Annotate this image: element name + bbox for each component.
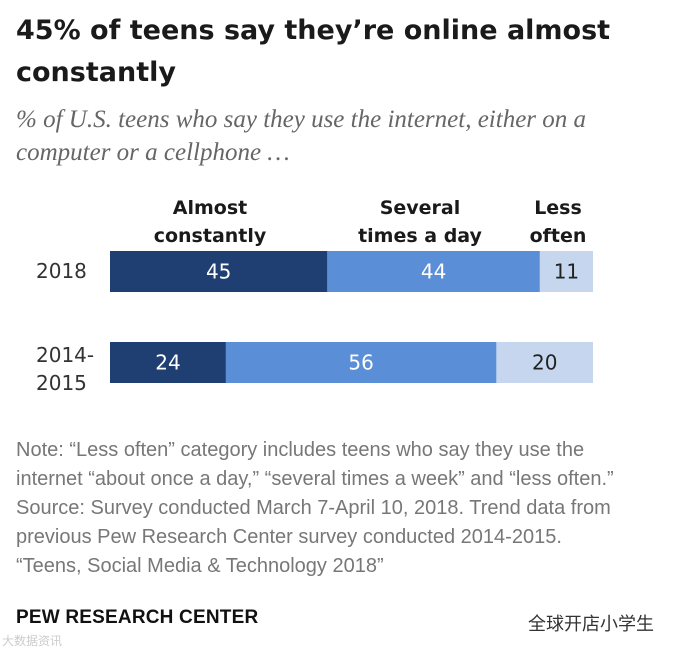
label-2014-2015-almost-constantly: 24 (155, 351, 180, 375)
legend-several-times-line2: times a day (358, 225, 482, 247)
label-2018-less-often: 11 (554, 260, 579, 284)
row-label-2018: 2018 (36, 257, 87, 285)
label-2014-2015-less-often: 20 (532, 351, 557, 375)
row-label-2014-2015-line1: 2014- (36, 343, 95, 367)
label-2014-2015-several-times: 56 (348, 351, 373, 375)
row-label-2014-2015-line2: 2015 (36, 371, 87, 395)
legend-less-often: Less often (522, 194, 594, 250)
bar-2014-2015-several-times (225, 342, 497, 383)
note-text: Note: “Less often” category includes tee… (16, 439, 614, 490)
legend-less-often-line1: Less (534, 197, 582, 219)
chart-title: 45% of teens say they’re online almost c… (16, 15, 611, 88)
source-text: Source: Survey conducted March 7-April 1… (16, 497, 611, 548)
legend-almost-constantly: Almost constantly (130, 194, 290, 250)
legend-less-often-line2: often (529, 225, 587, 247)
bar-2014-2015-almost-constantly (110, 342, 226, 383)
row-label-2014-2015: 2014- 2015 (36, 341, 94, 397)
label-2018-several-times: 44 (421, 260, 446, 284)
label-2018-almost-constantly: 45 (206, 260, 231, 284)
legend-almost-constantly-line1: Almost (172, 197, 248, 219)
watermark-left: 大数据资讯 (2, 634, 63, 648)
watermark-right: 全球开店小学生 (528, 614, 654, 635)
report-text: “Teens, Social Media & Technology 2018” (16, 555, 384, 577)
chart-subtitle: % of U.S. teens who say they use the int… (16, 106, 587, 166)
row-label-2018-text: 2018 (36, 259, 87, 283)
brand-logo-text: PEW RESEARCH CENTER (16, 607, 259, 628)
notes-block: Note: “Less often” category includes tee… (16, 436, 656, 581)
bar-2018-almost-constantly (110, 251, 328, 292)
legend-several-times-line1: Several (379, 197, 461, 219)
legend-almost-constantly-line2: constantly (153, 225, 267, 247)
bar-2018-several-times (327, 251, 540, 292)
legend-several-times: Several times a day (350, 194, 490, 250)
bar-2018-less-often (539, 251, 593, 292)
bar-2014-2015-less-often (496, 342, 593, 383)
